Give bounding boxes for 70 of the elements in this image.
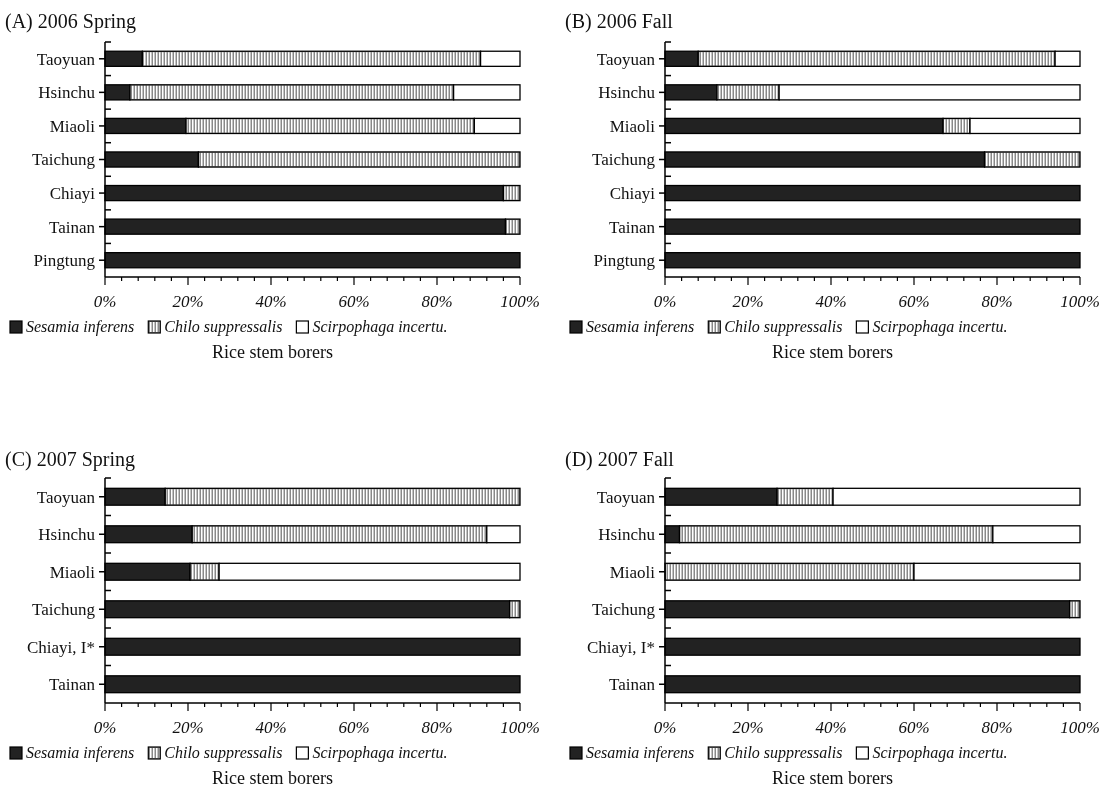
x-axis-title: Rice stem borers <box>772 768 893 788</box>
legend-label: Sesamia inferens <box>586 318 695 336</box>
x-tick-label: 80% <box>421 292 453 311</box>
x-tick-label: 100% <box>500 292 540 311</box>
x-tick-label: 0% <box>93 718 117 737</box>
chart-title: (A) 2006 Spring <box>5 10 137 33</box>
x-tick-label: 40% <box>815 718 847 737</box>
y-tick-label: Tainan <box>48 217 96 237</box>
x-tick-label: 60% <box>898 292 930 311</box>
y-tick-label: Pingtung <box>593 251 656 271</box>
x-tick-label: 80% <box>981 292 1013 311</box>
legend-label: Chilo suppressalis <box>164 744 283 762</box>
x-tick-label: 100% <box>1060 718 1100 737</box>
y-tick-label: Chiayi, I* <box>27 637 95 657</box>
x-tick-label: 60% <box>898 718 930 737</box>
legend-label: Chilo suppressalis <box>724 318 843 336</box>
x-tick-label: 40% <box>255 718 287 737</box>
legend-label: Sesamia inferens <box>586 744 695 762</box>
x-tick-label: 80% <box>981 718 1013 737</box>
y-tick-label: Pingtung <box>33 251 96 271</box>
y-tick-label: Chiayi <box>609 184 656 204</box>
x-tick-label: 0% <box>653 718 677 737</box>
legend-label: Chilo suppressalis <box>164 318 283 336</box>
y-tick-label: Miaoli <box>49 562 96 582</box>
x-tick-label: 100% <box>1060 292 1100 311</box>
y-tick-label: Taoyuan <box>596 487 656 507</box>
y-tick-label: Tainan <box>608 675 656 695</box>
y-tick-label: Taichung <box>591 600 656 620</box>
y-tick-label: Hsinchu <box>38 83 96 103</box>
chart-title: (B) 2006 Fall <box>565 10 674 33</box>
x-tick-label: 0% <box>93 292 117 311</box>
legend-label: Scirpophaga incertu. <box>312 318 448 336</box>
x-tick-label: 100% <box>500 718 540 737</box>
x-tick-label: 60% <box>338 718 370 737</box>
y-tick-label: Taichung <box>31 150 96 170</box>
legend-label: Scirpophaga incertu. <box>312 744 448 762</box>
y-tick-label: Taoyuan <box>596 49 656 69</box>
y-tick-label: Chiayi <box>49 184 96 204</box>
y-tick-label: Miaoli <box>49 116 96 136</box>
y-tick-label: Miaoli <box>609 116 656 136</box>
chart-title: (C) 2007 Spring <box>5 448 135 471</box>
x-axis-title: Rice stem borers <box>772 342 893 362</box>
legend-label: Sesamia inferens <box>26 318 135 336</box>
legend-label: Scirpophaga incertu. <box>872 744 1008 762</box>
x-tick-label: 20% <box>732 292 764 311</box>
y-tick-label: Chiayi, I* <box>587 637 655 657</box>
y-tick-label: Taoyuan <box>36 487 96 507</box>
y-tick-label: Taoyuan <box>36 49 96 69</box>
x-tick-label: 20% <box>172 292 204 311</box>
chart-title: (D) 2007 Fall <box>565 448 675 471</box>
y-tick-label: Hsinchu <box>598 83 656 103</box>
x-tick-label: 40% <box>815 292 847 311</box>
y-tick-label: Hsinchu <box>38 525 96 545</box>
y-tick-label: Hsinchu <box>598 525 656 545</box>
y-tick-label: Taichung <box>31 600 96 620</box>
x-axis-title: Rice stem borers <box>212 768 333 788</box>
x-tick-label: 40% <box>255 292 287 311</box>
y-tick-label: Tainan <box>48 675 96 695</box>
y-tick-label: Tainan <box>608 217 656 237</box>
x-tick-label: 0% <box>653 292 677 311</box>
y-tick-label: Taichung <box>591 150 656 170</box>
legend-label: Sesamia inferens <box>26 744 135 762</box>
x-tick-label: 60% <box>338 292 370 311</box>
legend-label: Chilo suppressalis <box>724 744 843 762</box>
y-tick-label: Miaoli <box>609 562 656 582</box>
x-tick-label: 80% <box>421 718 453 737</box>
x-tick-label: 20% <box>732 718 764 737</box>
x-axis-title: Rice stem borers <box>212 342 333 362</box>
legend-label: Scirpophaga incertu. <box>872 318 1008 336</box>
x-tick-label: 20% <box>172 718 204 737</box>
